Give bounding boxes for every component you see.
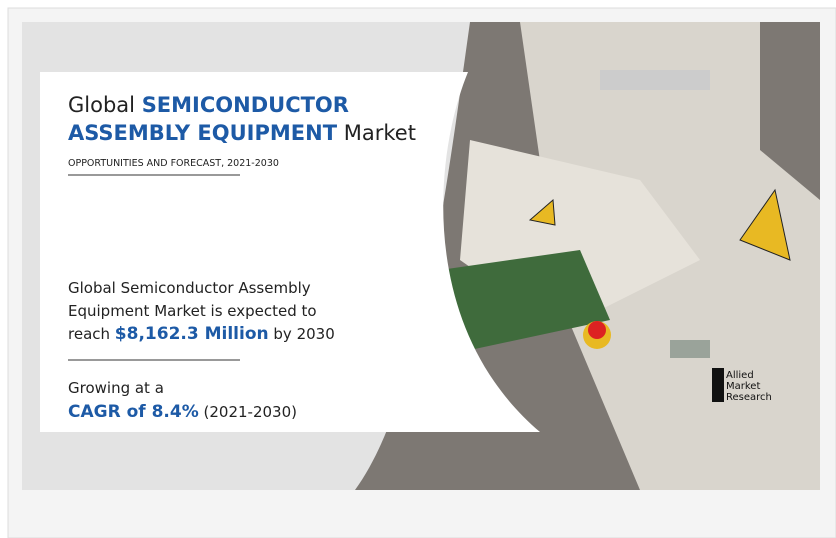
- logo-text: Market: [726, 381, 760, 392]
- forecast-text: Global Semiconductor Assembly: [68, 279, 311, 297]
- growth-text: Growing at a: [68, 379, 164, 397]
- logo-text: Allied: [726, 370, 754, 381]
- forecast-text: Equipment Market is expected to: [68, 302, 317, 320]
- title: Global SEMICONDUCTOR: [68, 93, 349, 117]
- logo-text: Research: [726, 392, 772, 403]
- title: ASSEMBLY EQUIPMENT Market: [68, 121, 416, 145]
- machine-part: [600, 70, 710, 90]
- logo-mark: [712, 368, 724, 402]
- forecast-text: reach $8,162.3 Million by 2030: [68, 324, 335, 344]
- subtitle: OPPORTUNITIES AND FORECAST, 2021-2030: [68, 158, 279, 169]
- banner: Global SEMICONDUCTOR ASSEMBLY EQUIPMENT …: [0, 0, 836, 538]
- stop-button: [588, 321, 606, 339]
- growth-text: CAGR of 8.4% (2021-2030): [68, 402, 297, 422]
- display: [670, 340, 710, 358]
